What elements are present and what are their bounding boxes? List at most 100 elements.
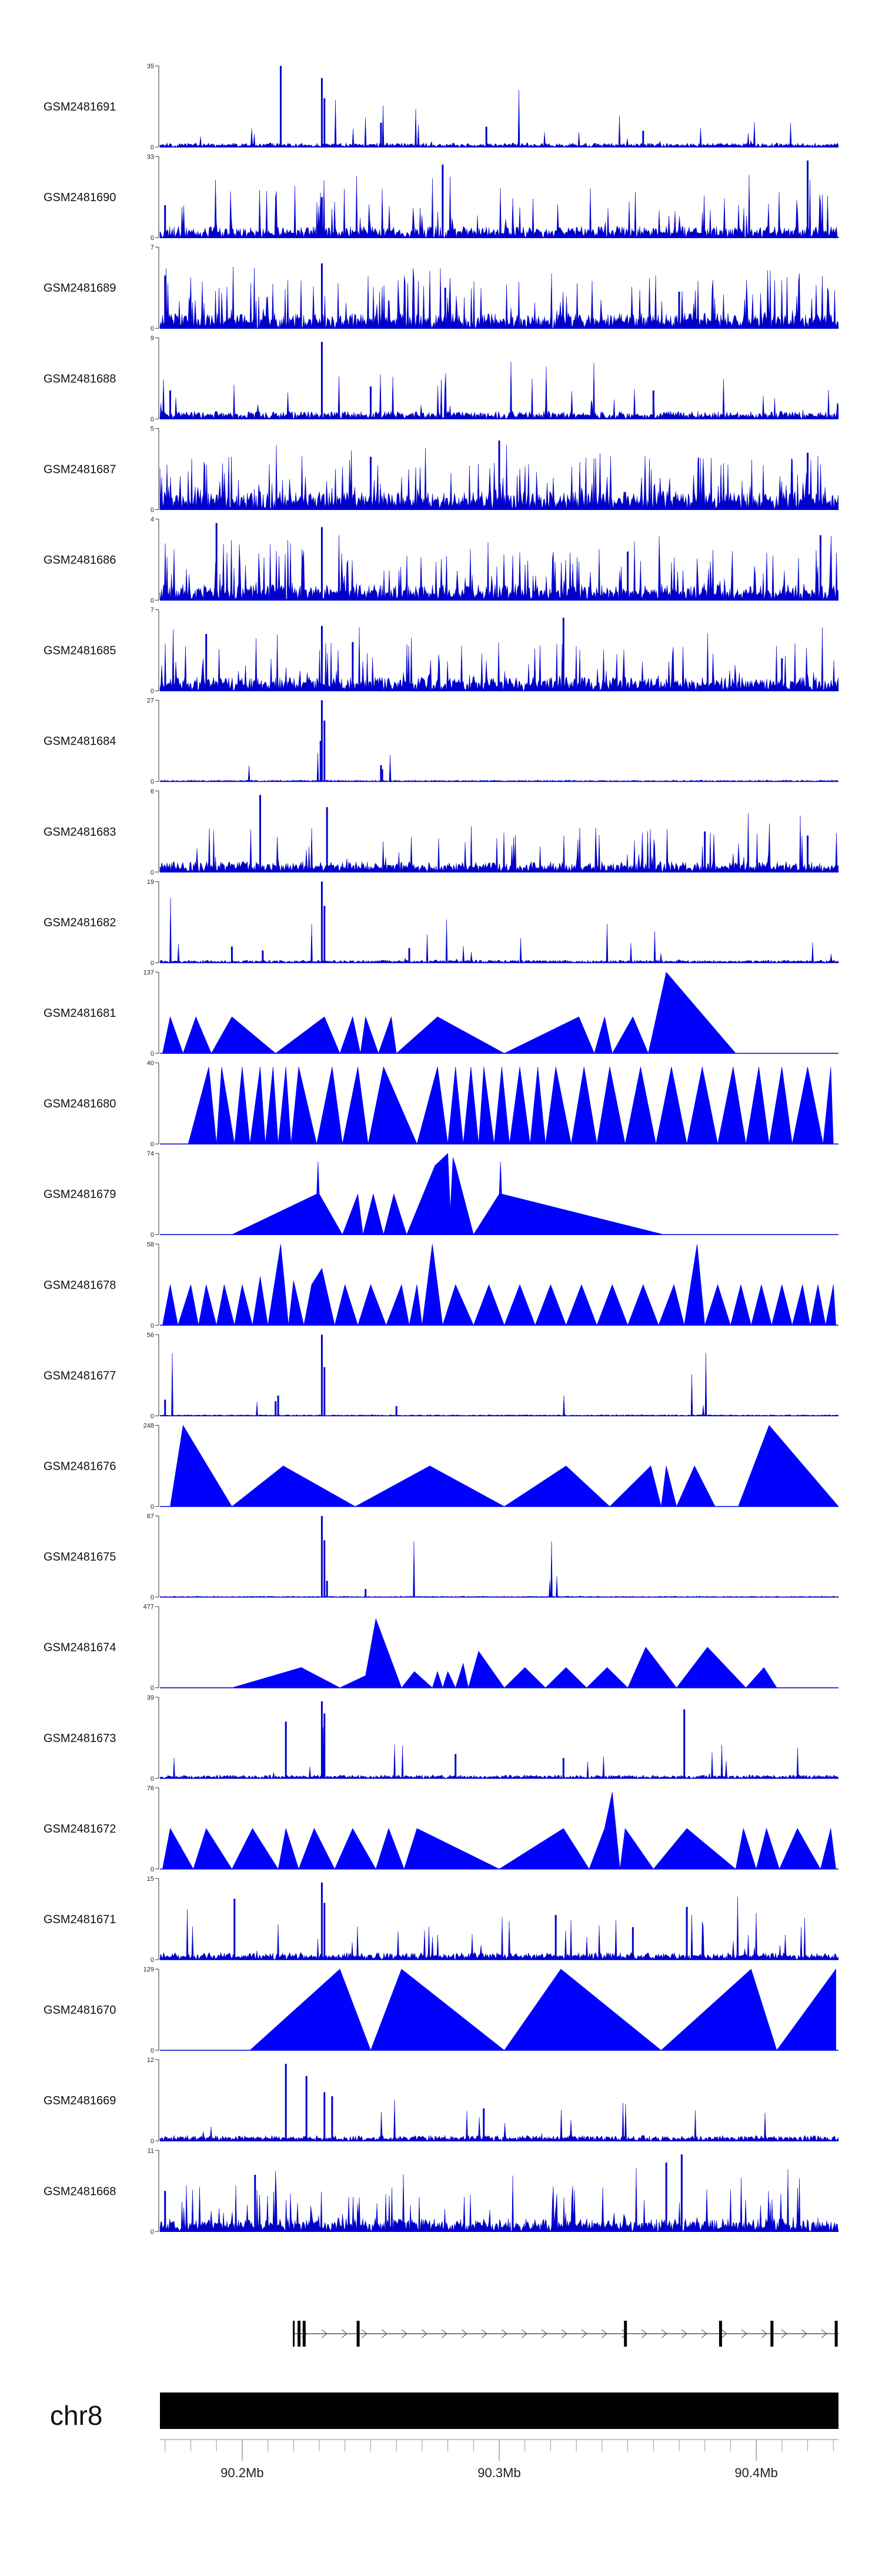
y-axis-max-label: 76 [147, 1785, 154, 1792]
coverage-area [159, 175, 839, 238]
strand-arrow [601, 2329, 608, 2338]
strand-arrow [401, 2329, 408, 2338]
y-axis-max-label: 7 [151, 244, 154, 251]
track-gsm2481672: GSM2481672 76 0 [44, 1785, 838, 1873]
track-label: GSM2481690 [44, 191, 116, 204]
y-axis-min-label: 0 [151, 506, 154, 513]
strand-arrow [661, 2329, 668, 2338]
gene-exon [298, 2321, 301, 2347]
coverage-area [159, 897, 839, 963]
y-axis-max-label: 11 [148, 2147, 154, 2154]
coverage-area [159, 90, 839, 148]
gene-exon [834, 2321, 838, 2347]
coverage-area [159, 627, 839, 691]
y-axis-min-label: 0 [151, 325, 154, 332]
strand-arrow [801, 2329, 808, 2338]
y-axis-min-label: 0 [151, 1322, 154, 1329]
strand-arrow [521, 2329, 528, 2338]
y-axis-max-label: 15 [147, 1876, 154, 1883]
y-axis-min-label: 0 [151, 1504, 154, 1511]
gene-exon [356, 2321, 360, 2347]
track-gsm2481669: GSM2481669 12 0 [44, 2057, 839, 2145]
track-gsm2481681: GSM2481681 137 0 [44, 969, 838, 1057]
track-gsm2481687: GSM2481687 5 0 [44, 425, 839, 513]
coverage-area [162, 1244, 836, 1326]
coverage-area [188, 1066, 834, 1145]
coverage-area [159, 1541, 839, 1597]
y-axis-max-label: 27 [147, 698, 154, 705]
y-axis-min-label: 0 [151, 2047, 154, 2054]
coverage-area [159, 267, 839, 329]
track-label: GSM2481670 [44, 2004, 116, 2017]
track-label: GSM2481689 [44, 282, 116, 295]
track-label: GSM2481685 [44, 645, 116, 658]
track-label: GSM2481683 [44, 826, 116, 839]
y-axis-max-label: 40 [147, 1060, 154, 1067]
y-axis-max-label: 19 [147, 879, 154, 886]
y-axis-max-label: 477 [143, 1604, 154, 1611]
track-gsm2481689: GSM2481689 7 0 [44, 244, 839, 332]
y-axis-max-label: 67 [147, 1513, 154, 1520]
coverage-area [159, 2168, 839, 2232]
track-gsm2481683: GSM2481683 6 0 [44, 788, 839, 876]
strand-arrow [741, 2329, 748, 2338]
strand-arrow [821, 2329, 828, 2338]
y-axis-max-label: 5 [151, 425, 154, 432]
y-axis-max-label: 39 [147, 1694, 154, 1701]
coverage-area [159, 2100, 839, 2142]
coverage-area [159, 1353, 839, 1416]
coverage-area [159, 1727, 839, 1779]
coverage-area [232, 1618, 777, 1689]
y-axis-min-label: 0 [151, 416, 154, 423]
coverage-area [159, 535, 839, 600]
y-axis-min-label: 0 [151, 1776, 154, 1783]
y-axis-max-label: 9 [151, 335, 154, 342]
strand-arrow [461, 2329, 468, 2338]
axis-tick-label: 90.4Mb [734, 2465, 777, 2480]
track-gsm2481671: GSM2481671 15 0 [44, 1876, 839, 1964]
strand-arrow [361, 2329, 368, 2338]
y-axis-max-label: 6 [151, 788, 154, 795]
coverage-area [232, 1153, 664, 1236]
chromosome-bar [160, 2393, 838, 2429]
y-axis-min-label: 0 [151, 2228, 154, 2235]
track-gsm2481677: GSM2481677 56 0 [44, 1332, 839, 1420]
y-axis-min-label: 0 [151, 598, 154, 605]
strand-arrow [481, 2329, 488, 2338]
strand-arrow [541, 2329, 548, 2338]
gene-exon [624, 2321, 627, 2347]
track-label: GSM2481671 [44, 1913, 116, 1926]
track-label: GSM2481684 [44, 735, 116, 748]
track-label: GSM2481680 [44, 1097, 116, 1110]
y-axis-min-label: 0 [151, 1141, 154, 1148]
track-gsm2481678: GSM2481678 58 0 [44, 1241, 838, 1329]
y-axis-max-label: 33 [147, 154, 154, 161]
gene-exon [770, 2321, 774, 2347]
y-axis-min-label: 0 [151, 1685, 154, 1692]
y-axis-min-label: 0 [151, 688, 154, 695]
track-label: GSM2481669 [44, 2094, 116, 2107]
track-label: GSM2481679 [44, 1188, 116, 1201]
track-label: GSM2481674 [44, 1641, 116, 1654]
chromosome-ideogram: chr8 [50, 2393, 838, 2431]
strand-arrow [581, 2329, 588, 2338]
coverage-area [159, 1897, 839, 1960]
track-gsm2481668: GSM2481668 11 0 [44, 2147, 839, 2235]
track-gsm2481675: GSM2481675 67 0 [44, 1513, 839, 1601]
y-axis-min-label: 0 [151, 1594, 154, 1601]
track-label: GSM2481687 [44, 463, 116, 476]
y-axis-max-label: 56 [147, 1332, 154, 1339]
coverage-area [249, 1968, 836, 2051]
track-label: GSM2481672 [44, 1823, 116, 1836]
coverage-area [159, 813, 839, 873]
axis-tick-label: 90.3Mb [477, 2465, 520, 2480]
strand-arrow [561, 2329, 568, 2338]
track-label: GSM2481682 [44, 916, 116, 929]
track-label: GSM2481673 [44, 1732, 116, 1745]
strand-arrow [721, 2329, 728, 2338]
y-axis-min-label: 0 [151, 1413, 154, 1420]
coverage-area [162, 1791, 836, 1870]
track-gsm2481691: GSM2481691 35 0 [44, 63, 839, 151]
y-axis-min-label: 0 [151, 869, 154, 876]
